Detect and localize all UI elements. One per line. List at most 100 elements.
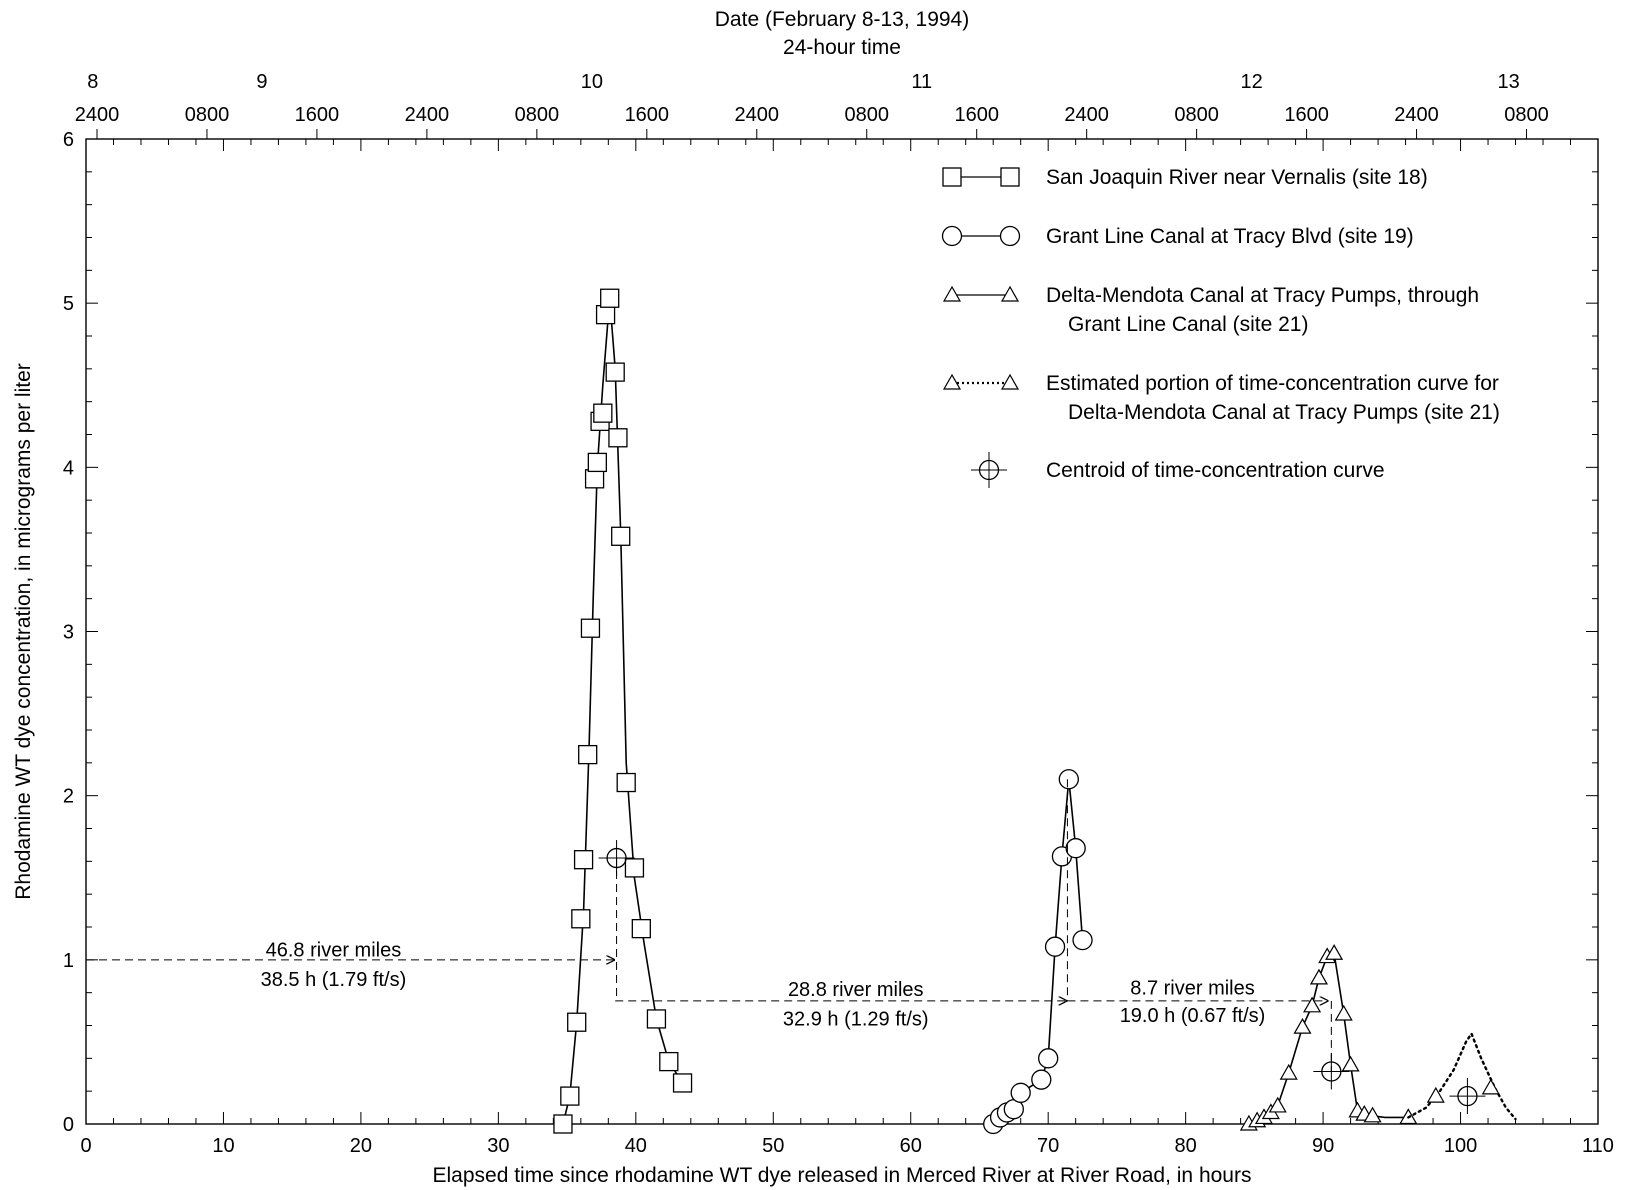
circle-marker <box>1031 1069 1052 1090</box>
legend-entry: Estimated portion of time-concentration … <box>942 372 1500 424</box>
centroid-circle <box>978 459 1000 481</box>
top-time-label: 0800 <box>185 104 230 126</box>
square-marker <box>605 362 625 382</box>
circle-marker <box>1010 1082 1031 1103</box>
legend-marker <box>942 285 962 302</box>
annotation-text: 38.5 h (1.79 ft/s) <box>261 969 407 991</box>
top-axis-title: Date (February 8-13, 1994) <box>715 8 969 31</box>
legend-marker <box>1000 285 1020 302</box>
square-marker <box>584 469 605 489</box>
centroid-circle <box>1457 1085 1478 1107</box>
legend-marker <box>942 373 962 390</box>
top-time-label: 0800 <box>844 104 889 126</box>
triangle-marker <box>1325 944 1344 960</box>
legend-label: Grant Line Canal (site 21) <box>1068 313 1308 336</box>
legend-marker <box>942 167 962 187</box>
series-curve <box>562 298 684 1125</box>
legend-label: Delta-Mendota Canal at Tracy Pumps (site… <box>1068 401 1500 424</box>
circle-marker <box>1065 838 1086 859</box>
top-time-label: 0800 <box>1174 104 1219 126</box>
square-marker <box>587 452 607 473</box>
y-tick-label: 3 <box>63 622 74 644</box>
square-marker <box>553 1114 573 1134</box>
legend-label: Delta-Mendota Canal at Tracy Pumps, thro… <box>1046 284 1479 307</box>
top-time-label: 0800 <box>1504 104 1549 126</box>
x-tick-label: 90 <box>1312 1135 1334 1157</box>
square-marker <box>672 1073 693 1093</box>
legend-label: Centroid of time-concentration curve <box>1046 459 1385 482</box>
legend-label: Estimated portion of time-concentration … <box>1046 372 1499 395</box>
x-tick-label: 40 <box>625 1135 647 1157</box>
top-date-label: 11 <box>911 71 932 93</box>
triangle-marker <box>1334 1004 1353 1021</box>
square-marker <box>646 1009 667 1029</box>
triangle-marker <box>1279 1063 1298 1080</box>
top-time-label: 1600 <box>295 104 340 126</box>
legend-marker <box>971 452 1007 488</box>
square-marker <box>593 403 613 423</box>
square-marker <box>595 305 616 325</box>
y-tick-label: 4 <box>63 457 74 479</box>
top-time-label: 2400 <box>75 104 120 126</box>
annotation-text: 8.7 river miles <box>1130 977 1254 999</box>
square-marker <box>611 526 631 546</box>
x-axis-label: Elapsed time since rhodamine WT dye rele… <box>433 1164 1252 1187</box>
annotation-text: 28.8 river miles <box>788 979 924 1001</box>
triangle-marker <box>1303 996 1322 1013</box>
annotation-text: 19.0 h (0.67 ft/s) <box>1120 1005 1266 1027</box>
centroid-marker <box>1449 1078 1486 1115</box>
top-time-label: 0800 <box>515 104 560 126</box>
annotation-text: 46.8 river miles <box>266 940 402 962</box>
top-time-label: 2400 <box>735 104 780 126</box>
legend-label: Grant Line Canal at Tracy Blvd (site 19) <box>1046 225 1414 248</box>
top-time-label: 2400 <box>405 104 450 126</box>
square-marker <box>578 744 598 765</box>
data-marks <box>553 288 1517 1135</box>
legend-marker <box>1000 373 1020 390</box>
top-time-label: 1600 <box>625 104 670 126</box>
top-time-label: 1600 <box>954 104 999 126</box>
square-marker <box>631 918 651 939</box>
square-marker <box>608 428 628 448</box>
square-marker <box>624 858 645 878</box>
x-tick-label: 0 <box>80 1135 91 1157</box>
x-tick-label: 100 <box>1444 1135 1477 1157</box>
y-tick-label: 6 <box>63 129 74 151</box>
square-marker <box>600 288 620 308</box>
x-tick-label: 10 <box>212 1135 234 1157</box>
square-marker <box>659 1051 679 1072</box>
annotations: 46.8 river miles 38.5 h (1.79 ft/s) 28.8 r… <box>86 779 1332 1072</box>
x-tick-label: 30 <box>487 1135 509 1157</box>
square-marker <box>616 772 636 793</box>
y-tick-label: 5 <box>63 293 74 315</box>
circle-marker <box>1058 769 1079 790</box>
top-date-label: 8 <box>87 71 98 93</box>
triangle-marker <box>1268 1096 1287 1113</box>
top-date-label: 13 <box>1498 71 1520 93</box>
legend-marker <box>941 225 963 247</box>
x-tick-label: 110 <box>1582 1135 1614 1157</box>
triangle-marker <box>1426 1086 1445 1103</box>
square-marker <box>573 850 594 870</box>
top-date-label: 12 <box>1240 71 1262 93</box>
legend-marker <box>999 225 1021 247</box>
legend-marker <box>1000 167 1020 187</box>
top-date-label: 9 <box>256 71 267 93</box>
x-tick-label: 20 <box>350 1135 372 1157</box>
triangle-marker <box>1363 1106 1382 1123</box>
y-axis-label: Rhodamine WT dye concentration, in micro… <box>12 363 35 900</box>
circle-marker <box>1072 929 1093 951</box>
circle-marker <box>1038 1048 1059 1069</box>
triangle-marker <box>1293 1017 1312 1034</box>
legend-entry: San Joaquin River near Vernalis (site 18… <box>942 166 1428 189</box>
y-tick-label: 1 <box>63 950 74 972</box>
x-tick-label: 60 <box>900 1135 922 1157</box>
centroid-circle <box>606 847 627 869</box>
y-tick-label: 2 <box>63 786 74 808</box>
square-marker <box>580 618 601 638</box>
x-tick-label: 70 <box>1037 1135 1059 1157</box>
y-tick-label: 0 <box>63 1114 74 1136</box>
legend: San Joaquin River near Vernalis (site 18… <box>941 166 1500 488</box>
annotation-text: 32.9 h (1.29 ft/s) <box>783 1009 929 1031</box>
